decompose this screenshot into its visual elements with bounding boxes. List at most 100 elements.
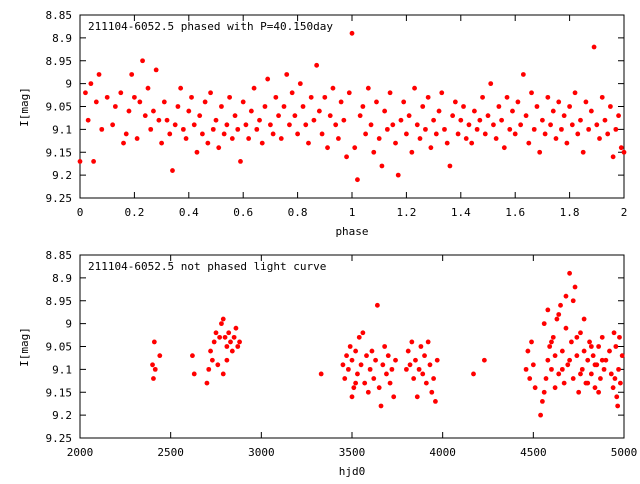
phased-data-point bbox=[496, 104, 502, 109]
unphased-data-point bbox=[373, 357, 378, 363]
phased-data-point bbox=[501, 145, 507, 151]
unphased-data-point bbox=[556, 312, 562, 317]
phased-data-point bbox=[170, 168, 175, 173]
phased-data-point bbox=[311, 117, 317, 123]
phased-data-point bbox=[224, 122, 230, 128]
unphased-data-point bbox=[545, 357, 551, 363]
unphased-data-point bbox=[364, 353, 369, 359]
phased-data-point bbox=[319, 131, 325, 137]
phased-data-point bbox=[390, 122, 396, 128]
unphased-data-point bbox=[382, 344, 388, 349]
unphased-data-point bbox=[525, 348, 531, 354]
phased-data-point bbox=[365, 85, 371, 91]
unphased-data-point bbox=[574, 353, 580, 359]
phased-data-point bbox=[597, 136, 602, 141]
unphased-data-point bbox=[563, 325, 569, 331]
phased-data-point bbox=[564, 140, 570, 146]
phased-data-point bbox=[300, 104, 306, 109]
unphased-data-point bbox=[549, 366, 554, 372]
unphased-data-point bbox=[224, 344, 230, 349]
phased-data-point bbox=[213, 117, 219, 123]
phased-data-point bbox=[618, 145, 624, 151]
unphased-data-point bbox=[344, 353, 349, 359]
unphased-data-point bbox=[420, 371, 426, 377]
phased-data-point bbox=[379, 163, 385, 169]
phased-y-tick-label: 8.85 bbox=[46, 9, 73, 22]
unphased-data-point bbox=[588, 371, 594, 377]
unphased-data-points bbox=[150, 270, 625, 418]
unphased-x-tick-label: 3000 bbox=[248, 446, 275, 459]
unphased-data-point bbox=[601, 366, 607, 372]
unphased-data-point bbox=[414, 394, 420, 400]
unphased-data-point bbox=[614, 394, 620, 400]
phased-data-point bbox=[325, 145, 330, 151]
unphased-data-point bbox=[429, 389, 435, 395]
unphased-data-point bbox=[235, 344, 241, 349]
unphased-data-point bbox=[617, 334, 622, 340]
phased-y-tick-label: 9.25 bbox=[46, 192, 73, 205]
unphased-y-tick-label: 8.95 bbox=[46, 295, 73, 308]
unphased-data-point bbox=[405, 348, 411, 354]
phased-x-tick-label: 2 bbox=[621, 206, 628, 219]
phased-plot: 211104-6052.5 phased with P=40.150day ph… bbox=[18, 9, 627, 238]
unphased-data-point bbox=[228, 339, 233, 345]
phased-data-point bbox=[425, 94, 431, 100]
unphased-y-tick-label: 9.2 bbox=[52, 409, 72, 422]
phased-data-point bbox=[357, 113, 363, 119]
unphased-data-point bbox=[592, 385, 598, 391]
phased-data-point bbox=[156, 117, 162, 123]
phased-data-point bbox=[200, 131, 205, 137]
phased-data-point bbox=[561, 113, 567, 119]
unphased-data-point bbox=[345, 366, 351, 372]
phased-data-point bbox=[412, 85, 417, 91]
phased-data-point bbox=[251, 85, 257, 91]
phased-y-tick-label: 9.15 bbox=[46, 146, 73, 159]
phased-data-point bbox=[540, 117, 545, 123]
unphased-data-point bbox=[599, 357, 605, 363]
phased-data-point bbox=[254, 126, 260, 132]
unphased-data-point bbox=[532, 385, 538, 391]
phased-data-point bbox=[586, 126, 592, 132]
phased-data-point bbox=[246, 136, 252, 141]
phased-data-point bbox=[303, 122, 309, 128]
phased-data-point bbox=[232, 113, 238, 119]
phased-data-point bbox=[99, 126, 105, 132]
unphased-data-point bbox=[527, 376, 533, 381]
unphased-data-point bbox=[318, 371, 324, 377]
phased-data-point bbox=[322, 94, 328, 100]
unphased-data-point bbox=[570, 298, 576, 304]
unphased-data-point bbox=[541, 321, 547, 327]
phased-data-point bbox=[461, 104, 466, 109]
unphased-data-point bbox=[226, 330, 232, 336]
phased-data-point bbox=[504, 94, 510, 100]
phased-data-point bbox=[376, 136, 382, 141]
unphased-data-point bbox=[342, 376, 348, 381]
unphased-x-tick-label: 2500 bbox=[157, 446, 184, 459]
phased-data-point bbox=[123, 131, 129, 137]
unphased-data-point bbox=[206, 366, 212, 372]
unphased-data-point bbox=[409, 339, 415, 345]
unphased-data-point bbox=[151, 339, 157, 345]
phased-y-tick-label: 8.95 bbox=[46, 55, 73, 68]
unphased-data-point bbox=[569, 339, 574, 345]
phased-data-point bbox=[363, 131, 368, 137]
phased-data-point bbox=[472, 108, 477, 114]
phased-data-point bbox=[529, 90, 534, 96]
phased-data-point bbox=[336, 136, 341, 141]
phased-data-point bbox=[368, 122, 374, 128]
phased-data-point bbox=[371, 149, 377, 155]
unphased-x-tick-label: 4500 bbox=[520, 446, 547, 459]
phased-data-point bbox=[316, 108, 322, 114]
phased-data-point bbox=[414, 122, 420, 128]
phased-data-point bbox=[537, 149, 543, 155]
phased-data-point bbox=[387, 90, 393, 96]
phased-x-tick-label: 1 bbox=[349, 206, 356, 219]
unphased-data-point bbox=[387, 380, 393, 386]
phased-data-point bbox=[444, 140, 450, 146]
phased-data-point bbox=[580, 149, 586, 155]
unphased-data-point bbox=[413, 357, 418, 363]
unphased-data-point bbox=[237, 339, 242, 345]
phased-data-point bbox=[488, 81, 494, 87]
phased-data-point bbox=[295, 131, 300, 137]
unphased-data-point bbox=[585, 380, 591, 386]
